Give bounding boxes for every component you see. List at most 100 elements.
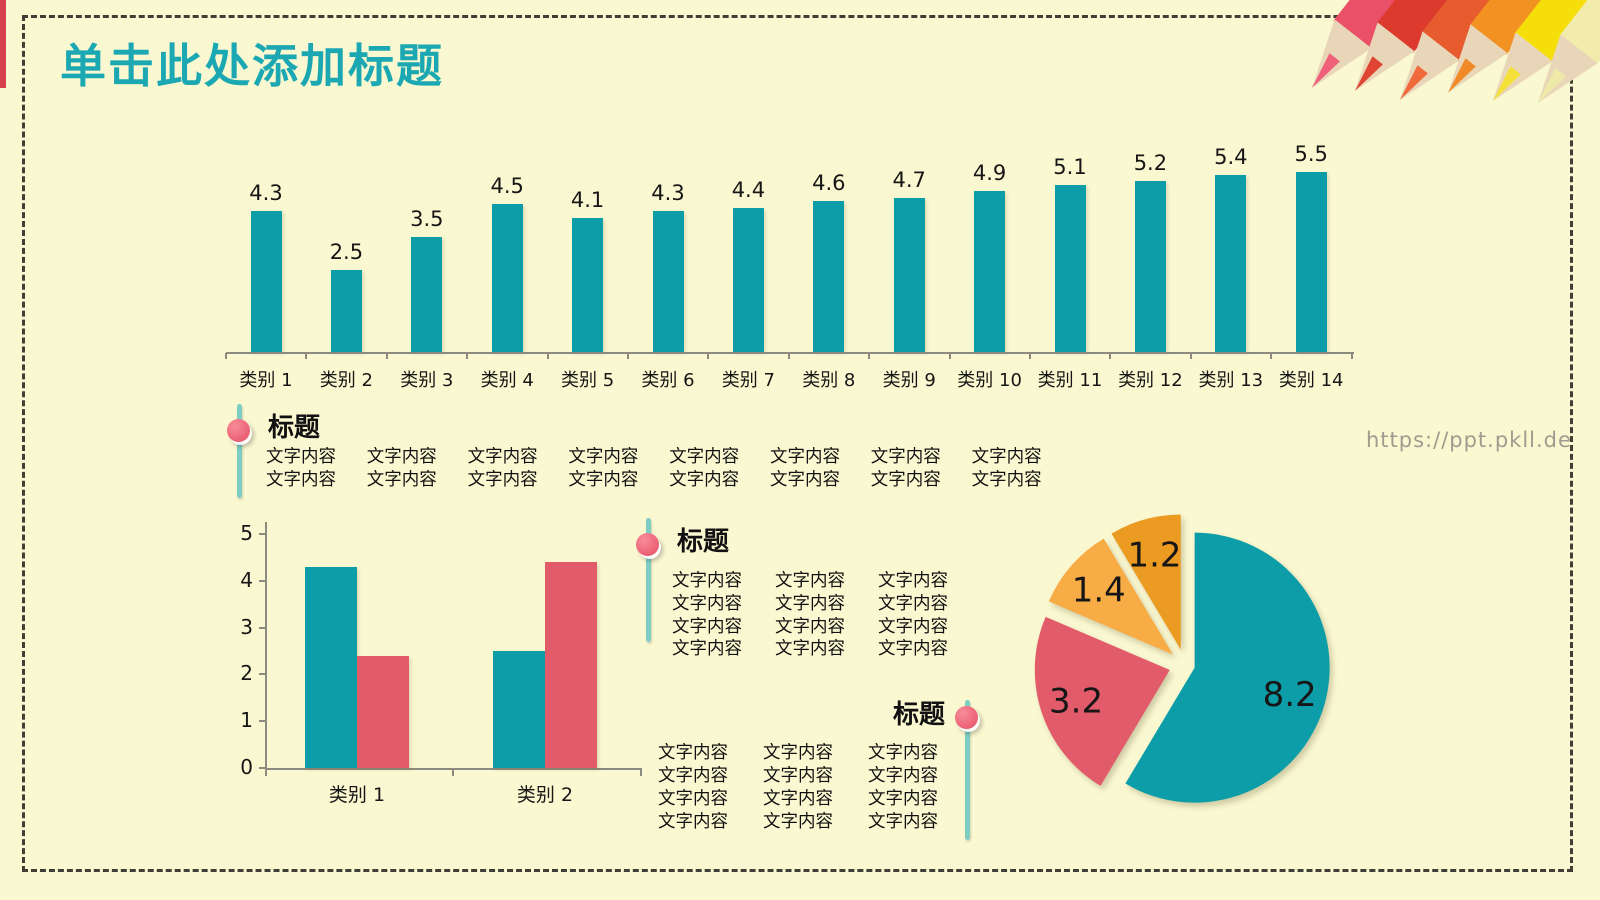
- bar-类别 11: [1054, 184, 1086, 352]
- bar-category-label: 类别 2: [319, 370, 373, 391]
- x-axis-tick: [640, 770, 642, 776]
- section-1-heading: 标题: [268, 413, 321, 443]
- text-item: 文字内容: [878, 639, 948, 660]
- text-item: 文字内容: [769, 470, 840, 490]
- bar-value-label: 5.1: [1053, 154, 1087, 179]
- pie-slice-label: 1.4: [1072, 571, 1126, 611]
- y-axis-tick-label: 3: [240, 614, 253, 639]
- text-item: 文字内容: [467, 470, 538, 490]
- left-edge-accent: [0, 0, 6, 88]
- x-axis-tick: [868, 353, 871, 359]
- text-item: 文字内容: [672, 571, 742, 591]
- text-item: 文字内容: [266, 447, 336, 467]
- text-item: 文字内容: [971, 447, 1042, 467]
- y-axis-tick-label: 2: [240, 661, 253, 686]
- bar-类别 3: [411, 237, 443, 352]
- bar-category-label: 类别 1: [239, 370, 293, 391]
- text-item: 文字内容: [672, 639, 742, 660]
- pie-chart: 8.2 3.2 1.4 1.2: [985, 495, 1385, 835]
- bar-value-label: 5.2: [1133, 151, 1168, 176]
- bar-value-label: 2.5: [329, 240, 364, 264]
- y-axis-tick: [259, 767, 265, 769]
- text-item: 文字内容: [672, 593, 742, 614]
- x-axis-tick: [787, 353, 790, 359]
- text-item: 文字内容: [763, 766, 833, 786]
- bar-value-label: 4.7: [892, 167, 926, 192]
- text-item: 文字内容: [878, 571, 948, 591]
- y-axis-tick: [259, 626, 265, 629]
- bar-value-label: 4.4: [731, 177, 766, 202]
- text-item: 文字内容: [658, 766, 728, 786]
- bar-category-label: 类别 3: [400, 370, 454, 391]
- text-item: 文字内容: [775, 616, 845, 637]
- slide-dashed-border: [22, 15, 1573, 872]
- text-item: 文字内容: [870, 470, 941, 490]
- text-item: 文字内容: [658, 789, 728, 809]
- bar-类别 9: [893, 197, 925, 352]
- text-item: 文字内容: [868, 766, 938, 786]
- text-item: 文字内容: [366, 447, 437, 467]
- slide-title: 单击此处添加标题: [60, 39, 444, 93]
- section-1-text-grid: 文字内容 文字内容 文字内容 文字内容 文字内容 文字内容 文字内容 文字内容 文字内容 文字内容…: [266, 443, 1072, 490]
- section-2-text-grid: 文字内容 文字内容 文字内容 文字内容 文字内容 文字内容 文字内容 文字内容 文字内容 文字内容…: [672, 567, 981, 660]
- text-item: 文字内容: [971, 470, 1042, 490]
- bar-category-label: 类别 14: [1278, 370, 1344, 391]
- x-axis-tick: [466, 353, 469, 359]
- bar-value-label: 4.9: [972, 161, 1007, 186]
- bar-category-label: 类别 10: [957, 370, 1022, 391]
- section-2-line: [646, 518, 651, 642]
- section-1-line: [237, 404, 242, 498]
- text-item: 文字内容: [868, 743, 938, 763]
- bar-category-label: 类别 8: [802, 370, 856, 391]
- pie-slice-label: 1.2: [1127, 536, 1181, 576]
- x-axis-tick: [948, 353, 951, 359]
- section-2-bullet-icon: [636, 533, 659, 556]
- pie-slice-3.2: [1034, 616, 1170, 786]
- x-axis-tick: [1109, 353, 1112, 359]
- bar-category-label: 类别 11: [1037, 370, 1103, 391]
- bar-category-label: 类别 9: [882, 370, 936, 391]
- text-item: 文字内容: [870, 447, 941, 467]
- x-axis-tick: [707, 353, 710, 359]
- pie-slice-label: 3.2: [1049, 681, 1103, 721]
- bar-category-label: 类别 7: [721, 370, 775, 391]
- bar-类别 2: [330, 270, 362, 352]
- x-axis-tick: [385, 353, 388, 359]
- section-3-text-grid: 文字内容 文字内容 文字内容 文字内容 文字内容 文字内容 文字内容 文字内容 文字内容 文字内容…: [658, 739, 973, 832]
- pie-slice-8.2: [1125, 532, 1330, 803]
- bar-category-label: 类别 12: [1118, 370, 1183, 391]
- section-3-bullet-icon: [955, 706, 978, 729]
- x-axis-tick: [1270, 353, 1273, 359]
- bar-category-label: 类别 6: [641, 370, 695, 391]
- y-axis-tick: [259, 533, 265, 535]
- bar-类别 13: [1215, 174, 1247, 352]
- x-axis-tick: [627, 353, 629, 359]
- section-2-heading: 标题: [677, 527, 730, 557]
- text-item: 文字内容: [763, 789, 833, 809]
- bar-value-label: 4.3: [651, 180, 685, 205]
- pie-slice-1.4: [1048, 538, 1173, 655]
- text-item: 文字内容: [672, 616, 742, 637]
- text-item: 文字内容: [266, 470, 336, 490]
- grouped-bar-red-类别 1: [357, 655, 409, 768]
- text-item: 文字内容: [669, 470, 740, 490]
- section-1-bullet-icon: [227, 419, 250, 442]
- y-axis-tick: [259, 579, 265, 582]
- y-axis-tick-label: 4: [240, 567, 253, 592]
- x-axis-tick: [1350, 353, 1353, 359]
- text-item: 文字内容: [669, 447, 740, 467]
- y-axis-tick: [259, 720, 265, 723]
- bar-value-label: 4.6: [812, 171, 846, 196]
- text-item: 文字内容: [878, 616, 948, 637]
- text-item: 文字内容: [868, 812, 938, 832]
- x-axis-tick: [1029, 353, 1031, 359]
- bar-类别 6: [652, 210, 684, 352]
- pie-slice-label: 8.2: [1263, 675, 1317, 715]
- bar-类别 12: [1134, 181, 1166, 352]
- bar-类别 8: [813, 201, 845, 352]
